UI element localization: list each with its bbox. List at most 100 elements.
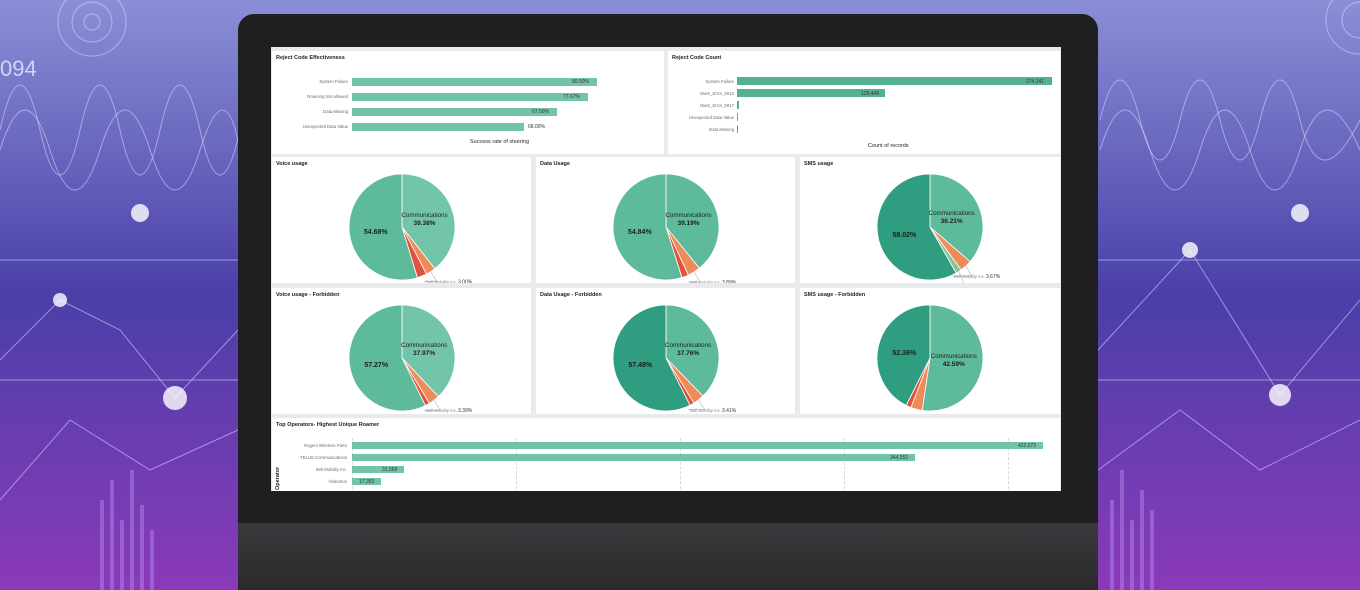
panel-top-operators: Top Operators- Highest Unique Roamer Ope…	[272, 418, 1060, 491]
slice-label-bell-name: Bell Mobility Inc.	[426, 280, 457, 283]
slice-label-telus-value: 36.21%	[941, 218, 963, 225]
pie-slice[interactable]	[876, 304, 931, 406]
corner-number: 094	[0, 56, 37, 81]
bar-label: Diam_Error_5017	[700, 103, 734, 108]
bar-unexpected-data-value[interactable]	[352, 123, 524, 131]
panel-data-usage-forbidden: Data Usage - Forbidden 57.48% Communicati…	[536, 288, 795, 414]
grid-line	[352, 438, 353, 489]
leader-line	[424, 400, 441, 411]
grid-line	[1008, 438, 1009, 489]
bar-label: System Failure	[319, 79, 348, 84]
x-axis-label: Success rate of steering	[470, 139, 530, 145]
slice-label-telus-name: Communications	[401, 212, 447, 219]
panel-title: Reject Code Count	[672, 55, 722, 61]
pie-slice[interactable]	[929, 173, 984, 263]
slice-label-rogers: 57.27%	[364, 362, 389, 369]
bar-diam-error-5017[interactable]	[737, 101, 739, 109]
panel-reject-count: Reject Code Count System Failure 274,141…	[668, 51, 1060, 154]
bar-value: 17,353	[359, 479, 375, 485]
bar-label: Unexpected Data Value	[688, 115, 734, 120]
slice-label-rogers: 52.36%	[892, 350, 917, 357]
panel-sms-usage: SMS usage 58.02% Communications 36.21% Bell…	[800, 157, 1060, 283]
grid-line	[516, 438, 517, 489]
pie-slice[interactable]	[665, 173, 720, 269]
bar-label: Diam_Error_5012	[700, 91, 734, 96]
slice-label-rogers: 54.68%	[364, 229, 389, 236]
leader-line	[952, 265, 973, 277]
pie-slice[interactable]	[348, 304, 426, 412]
bar-rogers[interactable]	[352, 442, 1043, 449]
bar-label: Unexpected Data Value	[302, 124, 348, 129]
bar-system-failure[interactable]	[352, 78, 597, 86]
pie-slice[interactable]	[612, 304, 691, 412]
bar-data-missing[interactable]	[737, 125, 738, 133]
panel-title: Data Usage	[540, 161, 570, 167]
bar-diam-error-5012[interactable]	[737, 89, 885, 97]
bar-label: Videotron	[328, 479, 347, 484]
slice-label-bell-name: Bell Mobility Inc.	[426, 408, 457, 413]
monitor-chin	[238, 523, 1098, 590]
pie-slice[interactable]	[612, 173, 683, 281]
leader-line	[688, 271, 701, 283]
leader-line	[688, 399, 706, 411]
bar-label: Roaming Not allowed	[307, 94, 348, 99]
pie-slice[interactable]	[348, 173, 418, 281]
slice-label-telus-name: Communications	[931, 353, 977, 360]
bar-videotron[interactable]	[352, 478, 381, 485]
bar-label: Data Missing	[323, 109, 348, 114]
grid-line	[844, 438, 845, 489]
slice-label-bell-value: 3.67%	[986, 274, 1001, 280]
bar-roaming-not-allowed[interactable]	[352, 93, 588, 101]
pie-slice[interactable]	[876, 173, 957, 281]
slice-label-telus-name: Communications	[401, 342, 447, 349]
slice-label-bell-value: 3.00%	[458, 280, 473, 283]
x-axis-label: Count of records	[868, 143, 909, 149]
leader-line	[958, 271, 965, 283]
bar-value: 274,141	[1026, 79, 1045, 85]
bar-value: 422,073	[1018, 443, 1037, 449]
bar-telus[interactable]	[352, 454, 915, 461]
pie-slice[interactable]	[921, 304, 984, 412]
leader-line	[424, 271, 438, 282]
bar-value: 80.50%	[572, 79, 589, 85]
bar-value: 344,552	[890, 455, 909, 461]
panel-voice-usage: Voice usage 54.68% Communications 39.38% Be…	[272, 157, 531, 283]
bar-data-missing[interactable]	[352, 108, 557, 116]
bar-label: System Failure	[705, 79, 734, 84]
pie-slice[interactable]	[401, 173, 456, 270]
pie-slice[interactable]	[401, 304, 456, 398]
slice-label-telus-name: Communications	[665, 212, 711, 219]
bar-label: Data Missing	[709, 127, 734, 132]
pie-slice[interactable]	[665, 304, 720, 397]
panel-title: SMS usage - Forbidden	[804, 292, 866, 298]
slice-label-telus-value: 39.19%	[677, 220, 699, 227]
panel-title: Top Operators- Highest Unique Roamer	[276, 422, 380, 428]
panel-title: Data Usage - Forbidden	[540, 292, 602, 298]
slice-label-telus-name: Communications	[665, 342, 711, 349]
slice-label-telus-value: 37.97%	[413, 350, 435, 357]
slice-label-rogers: 57.48%	[628, 362, 653, 369]
slice-label-bell-name: Bell Mobility Inc.	[690, 280, 721, 283]
bar-label: Bell Mobility Inc.	[315, 467, 347, 472]
bar-label: TELUS Communications	[299, 455, 347, 460]
slice-label-rogers: 58.02%	[893, 232, 918, 239]
bar-value: 68.00%	[528, 124, 545, 130]
background-decoration	[0, 0, 1360, 501]
slice-label-bell-value: 3.39%	[458, 408, 473, 414]
grid-line	[680, 438, 681, 489]
bar-unexpected-data-value[interactable]	[737, 113, 738, 121]
bar-value: 77.67%	[563, 94, 580, 100]
slice-label-rogers: 54.84%	[628, 229, 653, 236]
panel-voice-usage-forbidden: Voice usage - Forbidden 57.27% Communicat…	[272, 288, 531, 414]
slice-label-telus-name: Communications	[929, 210, 975, 217]
bar-system-failure[interactable]	[737, 77, 1052, 85]
slice-label-telus-value: 37.76%	[677, 350, 699, 357]
panel-title: Voice usage	[276, 161, 308, 167]
bar-bell[interactable]	[352, 466, 404, 473]
slice-label-bell-value: 3.41%	[722, 408, 737, 414]
bar-value: 31,569	[382, 467, 398, 473]
